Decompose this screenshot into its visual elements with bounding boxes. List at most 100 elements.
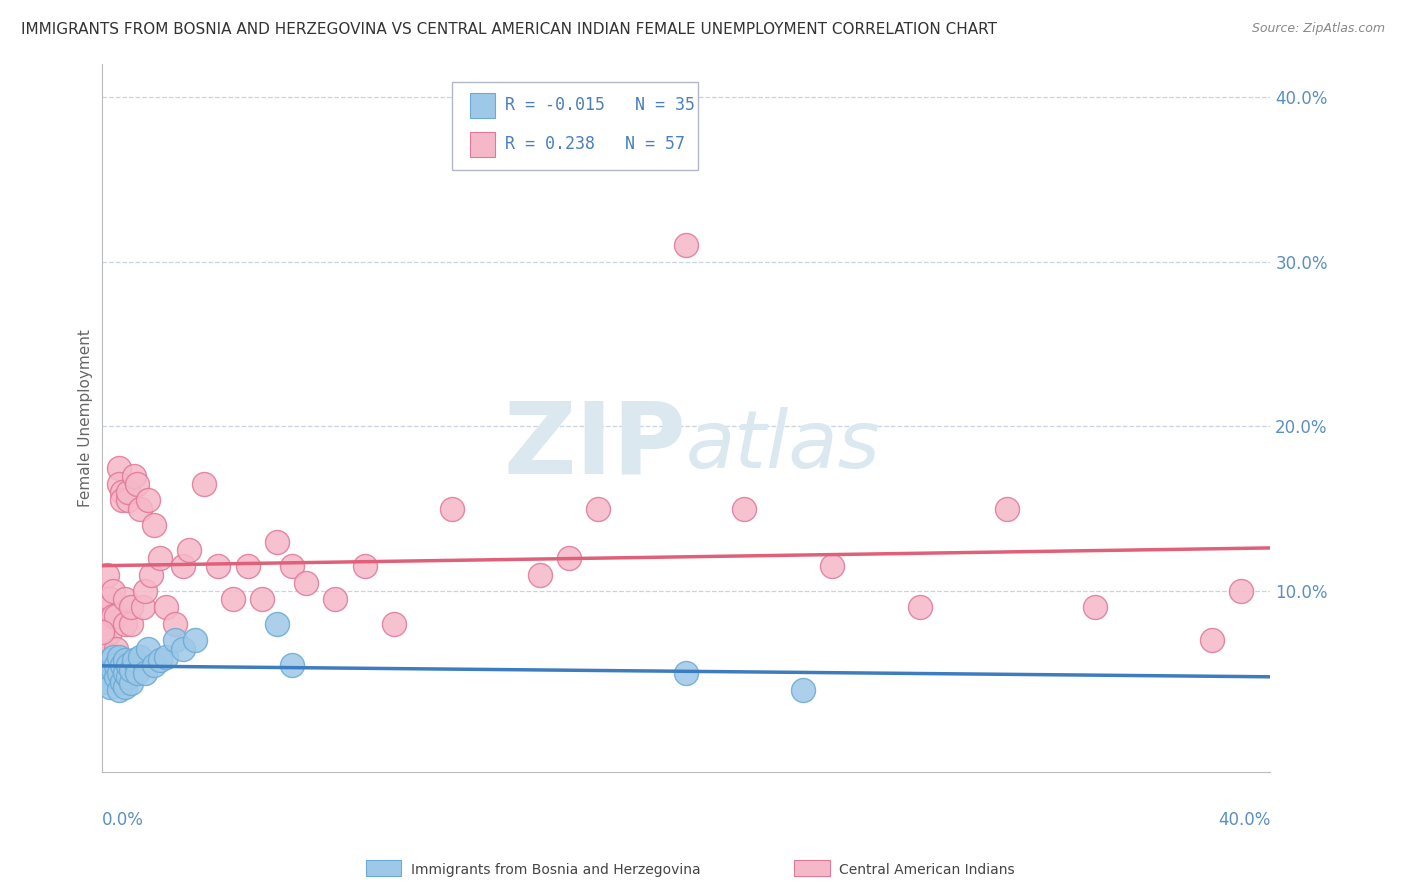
Point xyxy=(134,666,156,681)
Point xyxy=(108,477,131,491)
Point xyxy=(93,633,115,648)
Bar xyxy=(470,93,495,118)
Point xyxy=(149,551,172,566)
Point xyxy=(103,663,125,677)
Point xyxy=(155,649,177,664)
Point xyxy=(382,617,405,632)
Point xyxy=(441,501,464,516)
Point xyxy=(98,680,121,694)
Point xyxy=(122,468,145,483)
Point xyxy=(908,600,931,615)
Point xyxy=(108,666,131,681)
Point xyxy=(125,477,148,491)
Text: atlas: atlas xyxy=(686,408,880,485)
Point xyxy=(111,674,134,689)
Y-axis label: Female Unemployment: Female Unemployment xyxy=(79,329,93,507)
FancyBboxPatch shape xyxy=(453,82,697,170)
Text: 40.0%: 40.0% xyxy=(1218,811,1271,829)
Point xyxy=(111,485,134,500)
Point xyxy=(108,460,131,475)
Text: Source: ZipAtlas.com: Source: ZipAtlas.com xyxy=(1251,22,1385,36)
Point xyxy=(114,617,136,632)
Text: 0.0%: 0.0% xyxy=(101,811,143,829)
Point xyxy=(266,617,288,632)
Point xyxy=(236,559,259,574)
Point xyxy=(108,649,131,664)
Point xyxy=(108,682,131,697)
Point xyxy=(111,658,134,673)
Point xyxy=(98,625,121,640)
Point xyxy=(143,518,166,533)
Point xyxy=(105,608,128,623)
Point xyxy=(96,600,118,615)
Point xyxy=(134,584,156,599)
Point xyxy=(266,534,288,549)
Point xyxy=(792,682,814,697)
Point xyxy=(529,567,551,582)
Point xyxy=(207,559,229,574)
Point xyxy=(111,493,134,508)
Point xyxy=(90,625,112,640)
Text: Immigrants from Bosnia and Herzegovina: Immigrants from Bosnia and Herzegovina xyxy=(411,863,700,877)
Point xyxy=(155,600,177,615)
Point xyxy=(105,658,128,673)
Point xyxy=(117,670,139,684)
Point xyxy=(114,592,136,607)
Point xyxy=(98,592,121,607)
Point xyxy=(114,666,136,681)
Point xyxy=(222,592,245,607)
Point xyxy=(252,592,274,607)
Bar xyxy=(470,132,495,157)
Point xyxy=(1230,584,1253,599)
Point xyxy=(120,663,142,677)
Point xyxy=(163,617,186,632)
Point xyxy=(117,658,139,673)
Point xyxy=(96,567,118,582)
Point xyxy=(90,617,112,632)
Point xyxy=(1084,600,1107,615)
Point xyxy=(588,501,610,516)
Point xyxy=(184,633,207,648)
Point xyxy=(122,653,145,667)
Text: R = 0.238   N = 57: R = 0.238 N = 57 xyxy=(505,135,685,153)
Point xyxy=(120,676,142,690)
Point xyxy=(295,575,318,590)
Point xyxy=(163,633,186,648)
Point xyxy=(131,600,153,615)
Point xyxy=(179,542,201,557)
Point xyxy=(149,653,172,667)
Point xyxy=(138,641,160,656)
Point xyxy=(105,641,128,656)
Point xyxy=(280,559,302,574)
Point xyxy=(733,501,755,516)
Point xyxy=(193,477,215,491)
Point xyxy=(675,238,697,252)
Point xyxy=(98,653,121,667)
Point xyxy=(143,658,166,673)
Point xyxy=(96,674,118,689)
Point xyxy=(353,559,375,574)
Point xyxy=(325,592,347,607)
Point xyxy=(105,670,128,684)
Point xyxy=(125,666,148,681)
Point xyxy=(172,641,194,656)
Point xyxy=(114,680,136,694)
Point xyxy=(117,485,139,500)
Point xyxy=(141,567,163,582)
Point xyxy=(120,600,142,615)
Text: IMMIGRANTS FROM BOSNIA AND HERZEGOVINA VS CENTRAL AMERICAN INDIAN FEMALE UNEMPLO: IMMIGRANTS FROM BOSNIA AND HERZEGOVINA V… xyxy=(21,22,997,37)
Point xyxy=(128,649,150,664)
Point xyxy=(114,653,136,667)
Point xyxy=(138,493,160,508)
Point xyxy=(280,658,302,673)
Point xyxy=(558,551,581,566)
Point xyxy=(120,617,142,632)
Point xyxy=(995,501,1018,516)
Point xyxy=(103,649,125,664)
Point xyxy=(675,666,697,681)
Text: R = -0.015   N = 35: R = -0.015 N = 35 xyxy=(505,96,695,114)
Point xyxy=(90,666,112,681)
Point xyxy=(117,493,139,508)
Point xyxy=(821,559,844,574)
Point xyxy=(1201,633,1223,648)
